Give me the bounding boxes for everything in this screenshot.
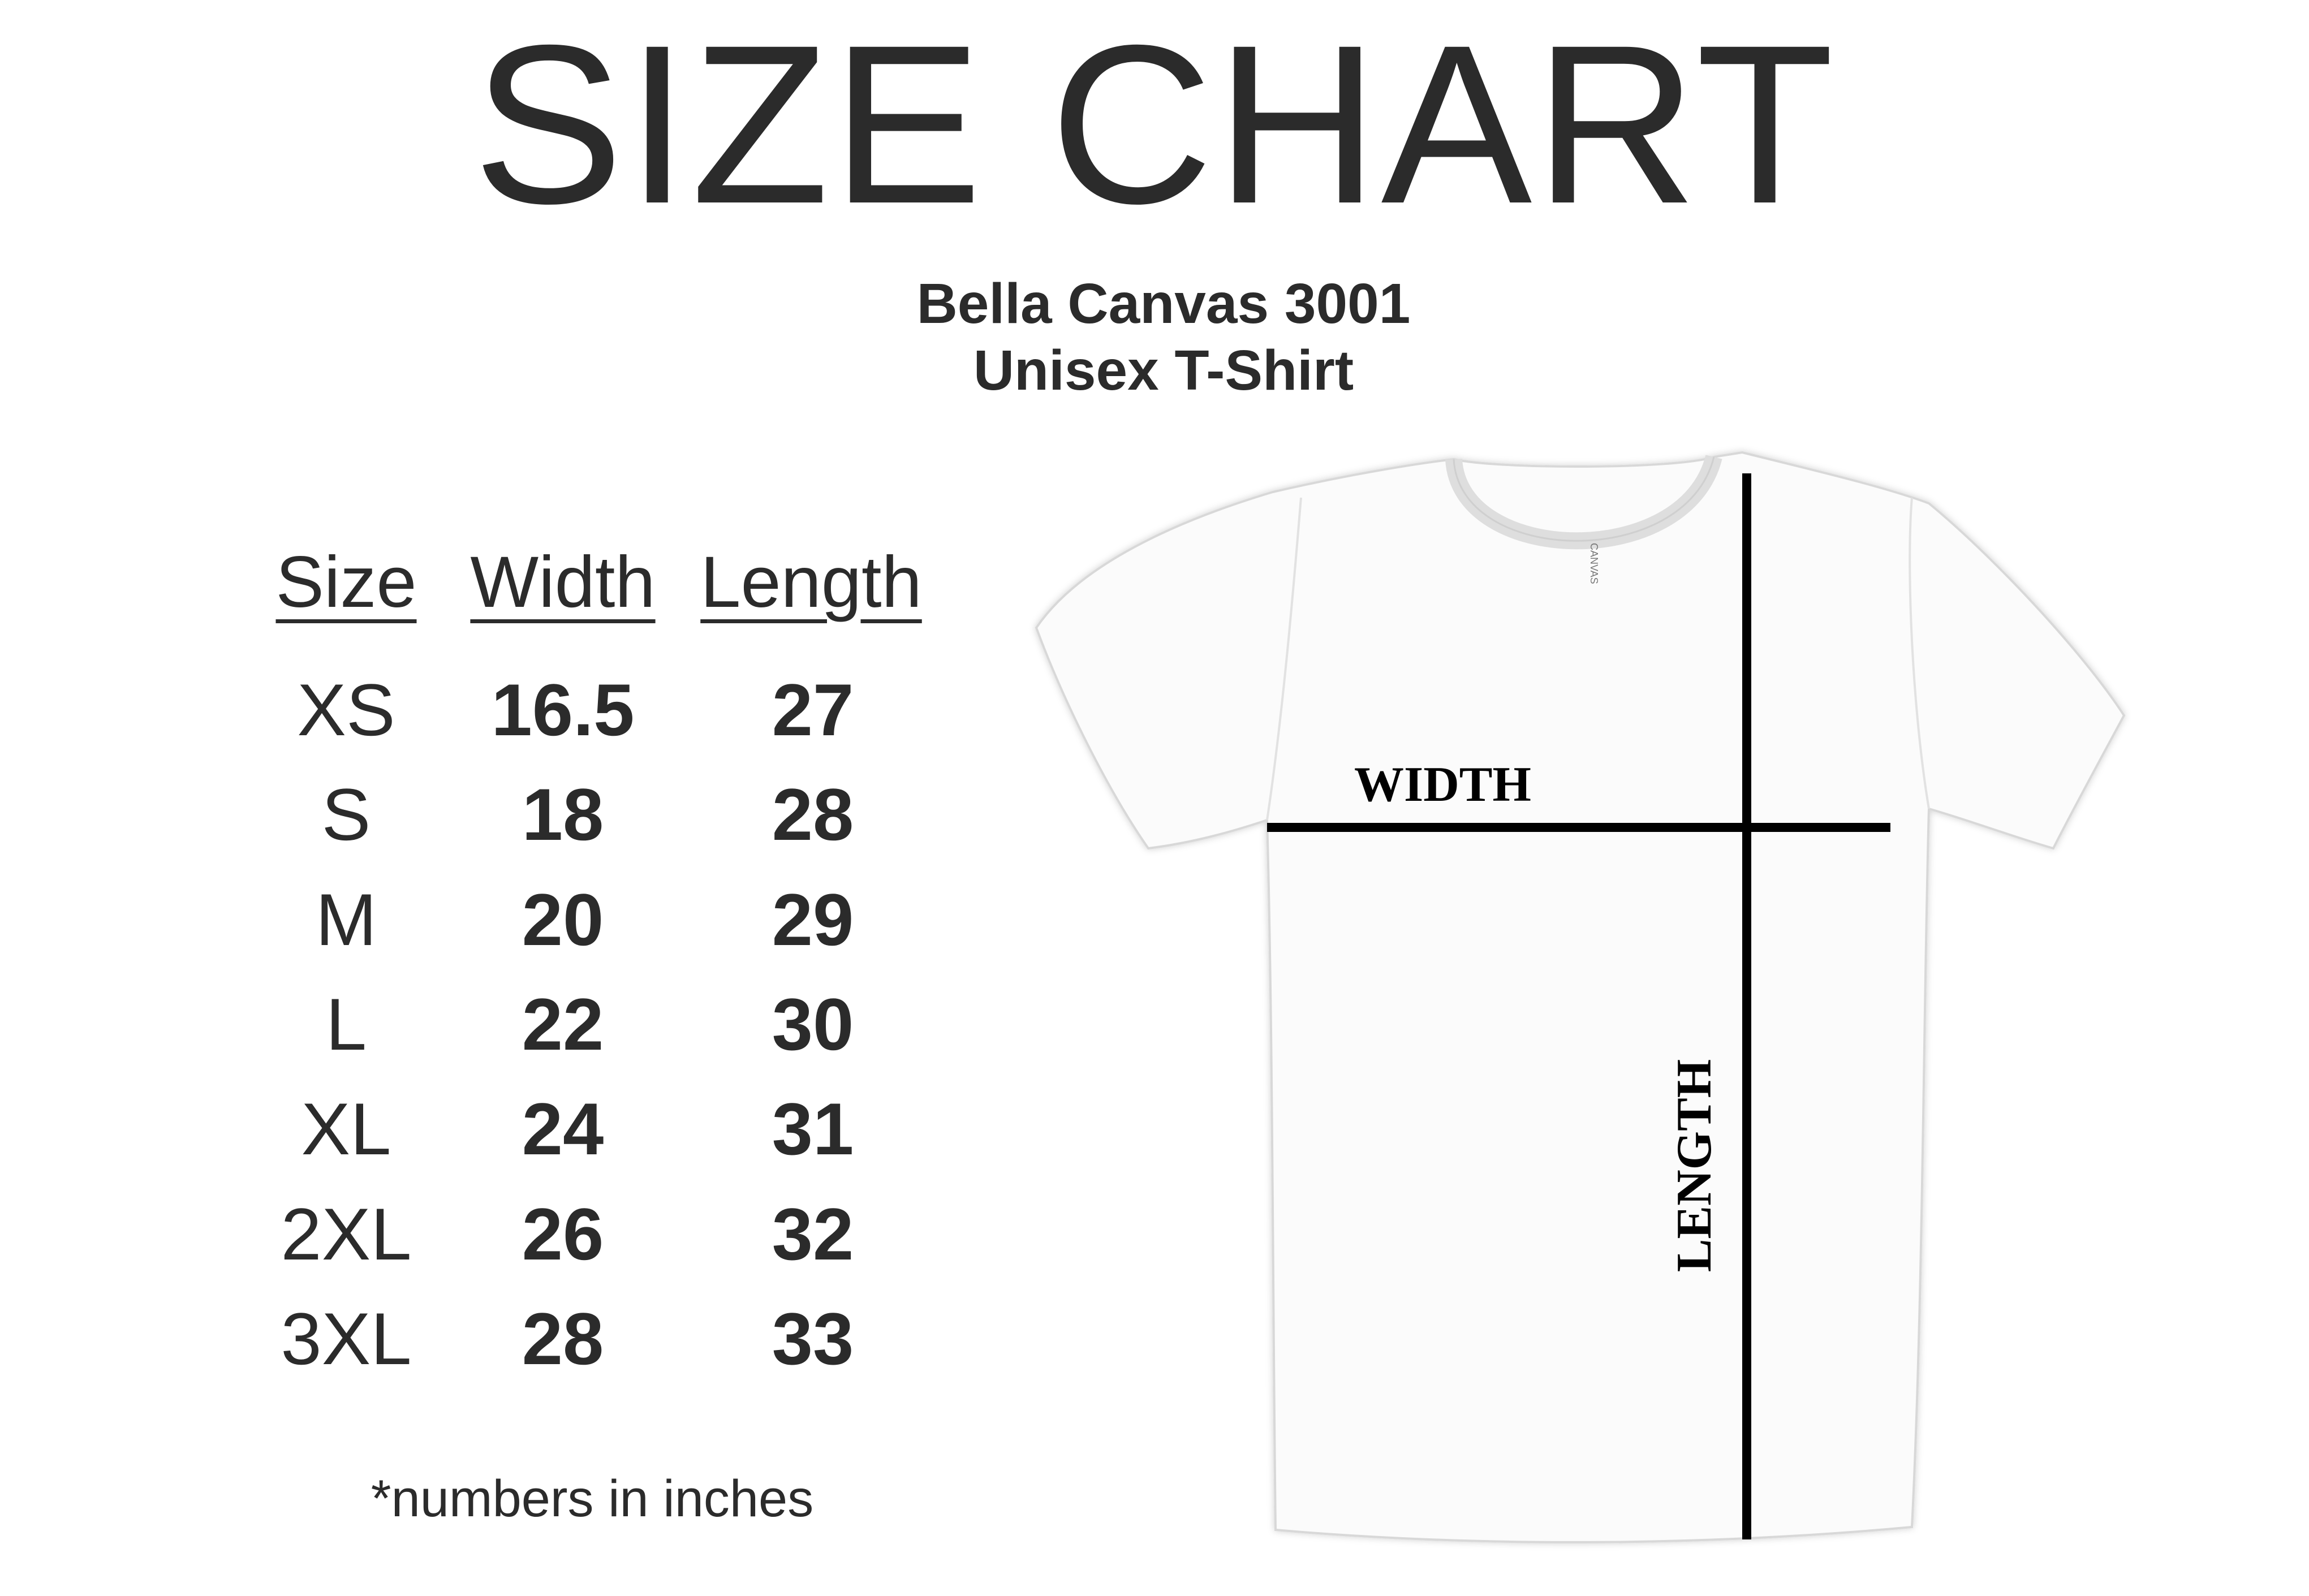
header-length: Length [700,542,922,623]
tshirt-body [1035,451,2126,1543]
length-measure-line [1742,473,1751,1539]
sleeve-seam-left [1266,497,1302,821]
cell-width: 28 [522,1297,604,1380]
width-label: WIDTH [1354,757,1531,812]
product-name: Bella Canvas 3001 [916,272,1411,335]
cell-length: 30 [772,982,854,1066]
cell-size: 3XL [281,1297,412,1380]
cell-length: 28 [772,773,854,856]
page-title: SIZE CHART [472,0,1837,251]
cell-length: 27 [772,668,854,751]
cell-width: 18 [522,773,604,856]
cell-width: 16.5 [491,668,635,751]
product-type: Unisex T-Shirt [973,339,1354,402]
cell-size: XS [297,668,395,751]
cell-size: XL [301,1088,391,1171]
cell-size: L [325,982,367,1066]
cell-size: 2XL [281,1192,412,1275]
neck-tag-text: CANVAS [1588,543,1600,584]
cell-width: 24 [522,1088,604,1171]
cell-size: S [321,773,371,856]
cell-length: 29 [772,878,854,961]
header-width: Width [470,542,656,623]
width-measure-line [1267,823,1890,832]
cell-length: 32 [772,1192,854,1275]
cell-width: 22 [522,982,604,1066]
cell-width: 20 [522,878,604,961]
cell-length: 33 [772,1297,854,1380]
length-label: LENGTH [1667,1059,1722,1273]
header-size: Size [275,542,417,623]
sleeve-seam-right [1909,497,1930,809]
cell-width: 26 [522,1192,604,1275]
cell-size: M [315,878,377,961]
footnote: *numbers in inches [371,1470,814,1528]
cell-length: 31 [772,1088,854,1171]
